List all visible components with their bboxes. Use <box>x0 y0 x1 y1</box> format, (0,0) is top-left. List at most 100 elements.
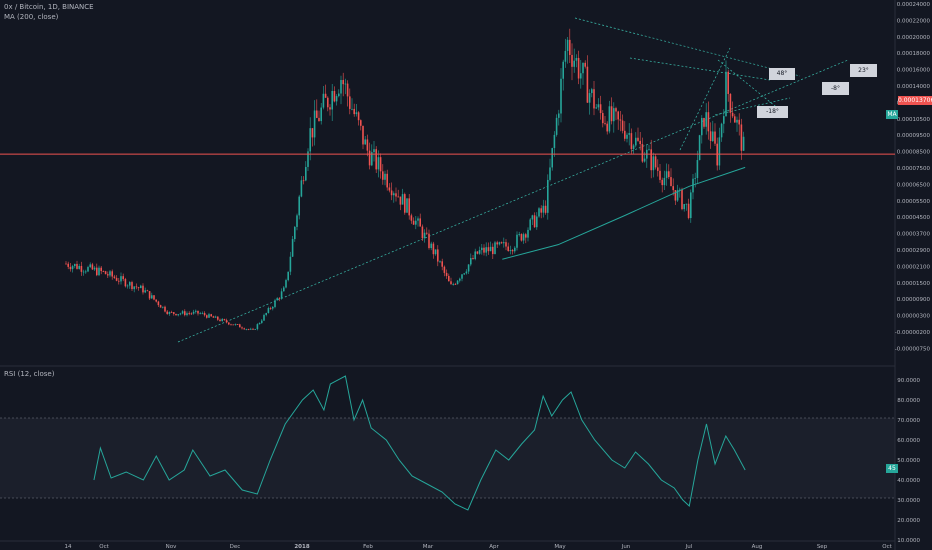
candle-body <box>540 208 542 213</box>
candle-body <box>324 93 327 98</box>
price-badge: 0.00013706 <box>898 96 932 105</box>
candle-body <box>674 190 677 201</box>
candle-body <box>364 139 366 145</box>
price-tick-label: 0.00001500 <box>897 281 931 287</box>
candle-body <box>663 177 666 186</box>
candle-body <box>448 275 450 282</box>
candle-body <box>617 111 619 120</box>
candle-body <box>483 247 485 253</box>
candle-body <box>208 314 210 318</box>
candle-body <box>406 198 408 213</box>
candle-body <box>731 112 734 117</box>
candle-body <box>494 242 496 255</box>
candle-body <box>507 246 509 251</box>
candle-body <box>69 266 72 270</box>
candle-body <box>608 106 611 132</box>
candle-body <box>593 89 595 109</box>
angle-label-neg18[interactable]: -18° <box>757 106 788 118</box>
candle-body <box>624 130 626 139</box>
candle-body <box>115 277 118 281</box>
price-tick-label: 0.00003700 <box>897 232 931 238</box>
candle-body <box>452 284 454 285</box>
candle-body <box>489 246 492 252</box>
candle-body <box>415 220 417 225</box>
candle-body <box>584 62 586 67</box>
candle-body <box>621 120 624 131</box>
candle-body <box>423 232 426 239</box>
candle-body <box>265 312 267 315</box>
time-tick-label: Mar <box>423 544 434 550</box>
price-tick-label: 0.00014000 <box>897 84 931 90</box>
candle-body <box>148 291 151 299</box>
candle-body <box>648 149 650 151</box>
candle-body <box>349 96 351 109</box>
candle-body <box>454 284 457 285</box>
candle-body <box>379 157 382 172</box>
candle-body <box>283 287 285 292</box>
candle-body <box>342 80 344 85</box>
candle-body <box>272 306 274 309</box>
candle-body <box>164 306 166 312</box>
price-tick-label: 0.00000300 <box>897 314 931 320</box>
candle-body <box>679 189 681 191</box>
angle-label-23[interactable]: 23° <box>850 64 877 77</box>
candle-body <box>503 242 505 244</box>
rsi-tick-label: 30.0000 <box>897 498 920 504</box>
candle-body <box>267 308 270 313</box>
candle-body <box>120 276 122 282</box>
candle-body <box>100 267 102 272</box>
time-tick-label: Oct <box>99 544 109 550</box>
candle-body <box>177 314 179 316</box>
candle-body <box>93 267 96 270</box>
candle-body <box>335 96 338 102</box>
candle-body <box>657 167 659 171</box>
candle-body <box>445 272 448 276</box>
ma-line <box>502 166 746 260</box>
candle-body <box>676 190 679 201</box>
candle-body <box>309 128 311 152</box>
candle-body <box>104 271 107 275</box>
candle-body <box>159 305 162 308</box>
candle-body <box>307 151 309 167</box>
candles <box>65 28 745 331</box>
candle-body <box>564 50 567 62</box>
angle-label-48[interactable]: 48° <box>769 68 795 80</box>
angle-label-neg8[interactable]: -8° <box>822 82 849 95</box>
candle-body <box>316 110 318 118</box>
candle-body <box>492 246 494 255</box>
candle-body <box>80 265 83 272</box>
candle-body <box>729 93 732 113</box>
candle-body <box>353 108 355 115</box>
candle-body <box>386 173 388 188</box>
candle-body <box>740 124 743 151</box>
candle-body <box>538 208 540 217</box>
candle-body <box>641 144 644 162</box>
candle-body <box>650 149 652 171</box>
candle-body <box>118 280 120 282</box>
rsi-tick-label: 10.0000 <box>897 538 920 544</box>
candle-body <box>144 290 146 293</box>
candle-body <box>467 264 470 272</box>
candle-body <box>582 62 584 74</box>
candle-body <box>360 120 362 126</box>
rsi-tick-label: 70.0000 <box>897 418 920 424</box>
candle-body <box>201 313 204 314</box>
trendline-resistance-1 <box>574 17 801 77</box>
candle-body <box>129 282 131 286</box>
candle-body <box>595 107 597 109</box>
time-tick-label: 2018 <box>294 544 309 550</box>
candle-body <box>166 311 168 314</box>
candle-body <box>368 150 371 166</box>
time-tick-label: 14 <box>65 544 72 550</box>
candle-body <box>643 158 646 162</box>
candle-body <box>459 278 461 281</box>
rsi-line <box>93 375 746 511</box>
rsi-tick-label: 50.0000 <box>897 458 920 464</box>
candle-body <box>388 187 391 191</box>
candle-body <box>672 186 674 191</box>
candle-body <box>555 117 558 135</box>
candle-body <box>188 313 190 315</box>
candle-body <box>190 313 193 315</box>
candle-body <box>685 203 688 205</box>
